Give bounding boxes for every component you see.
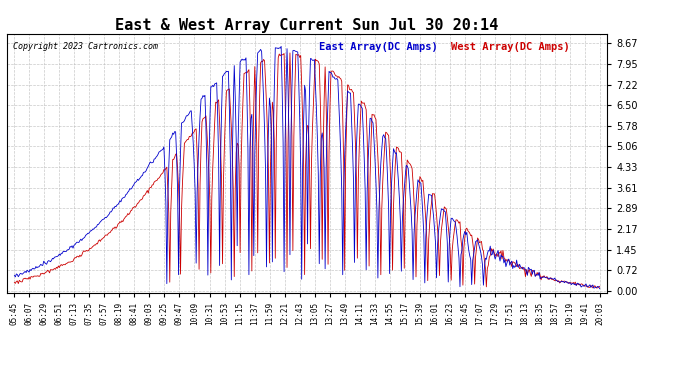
Text: West Array(DC Amps): West Array(DC Amps) [451, 42, 570, 51]
Text: East Array(DC Amps): East Array(DC Amps) [319, 42, 438, 51]
Text: Copyright 2023 Cartronics.com: Copyright 2023 Cartronics.com [13, 42, 158, 51]
Title: East & West Array Current Sun Jul 30 20:14: East & West Array Current Sun Jul 30 20:… [115, 18, 499, 33]
